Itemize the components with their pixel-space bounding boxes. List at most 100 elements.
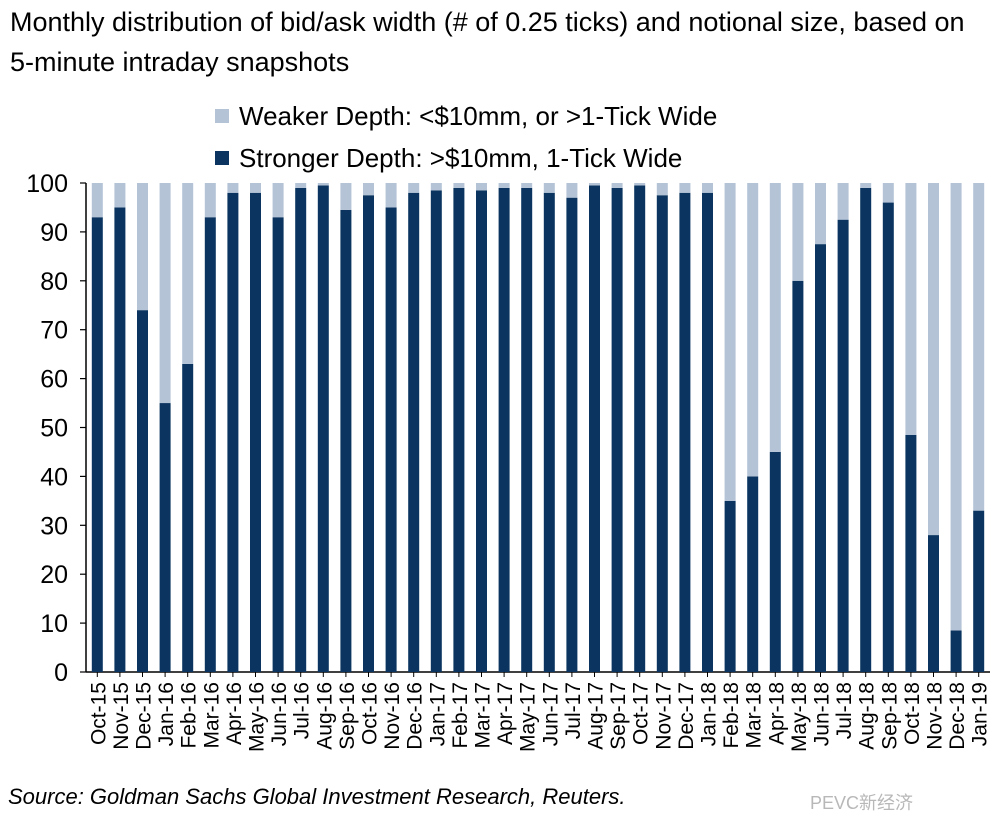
bar-weaker bbox=[905, 183, 917, 435]
bar-weaker bbox=[91, 183, 103, 218]
x-tick-label: Apr-17 bbox=[494, 682, 517, 745]
bar-stronger bbox=[137, 310, 148, 672]
x-tick-label: Jun-17 bbox=[539, 682, 562, 746]
x-tick-label: Jun-16 bbox=[268, 682, 291, 746]
legend-swatch-weaker bbox=[215, 109, 229, 123]
bar-stronger bbox=[408, 192, 420, 672]
bar-stronger bbox=[272, 217, 284, 673]
bar-stronger bbox=[476, 190, 487, 672]
bar-weaker bbox=[860, 183, 872, 188]
y-tick-label: 80 bbox=[40, 268, 68, 296]
bar-stronger bbox=[566, 197, 578, 673]
bar-weaker bbox=[611, 183, 623, 188]
bar-weaker bbox=[928, 183, 939, 536]
watermark-text: PEVC新经济 bbox=[810, 793, 914, 813]
bar-weaker bbox=[159, 183, 171, 404]
x-tick-label: May-18 bbox=[788, 682, 811, 752]
x-tick-label: Aug-18 bbox=[856, 682, 879, 750]
x-tick-label: Oct-17 bbox=[630, 682, 653, 745]
x-tick-label: May-17 bbox=[517, 682, 540, 752]
x-tick-label: Dec-18 bbox=[946, 682, 969, 750]
bar-stronger bbox=[543, 192, 555, 672]
bar-stronger bbox=[363, 195, 374, 672]
bar-stronger bbox=[747, 476, 759, 672]
bar-stronger bbox=[656, 195, 668, 672]
bar-weaker bbox=[363, 183, 374, 196]
y-tick-label: 0 bbox=[54, 659, 68, 687]
bar-weaker bbox=[317, 183, 329, 186]
y-tick-label: 50 bbox=[40, 415, 68, 443]
bar-weaker bbox=[385, 183, 397, 208]
x-tick-label: Aug-16 bbox=[313, 682, 336, 750]
legend-label-stronger: Stronger Depth: >$10mm, 1-Tick Wide bbox=[239, 142, 683, 173]
bar-weaker bbox=[430, 183, 442, 191]
bar-weaker bbox=[227, 183, 239, 193]
bar-stronger bbox=[91, 217, 103, 673]
bar-stronger bbox=[498, 187, 510, 672]
bar-stronger bbox=[679, 192, 691, 672]
bar-stronger bbox=[521, 187, 533, 672]
chart-title: Monthly distribution of bid/ask width (#… bbox=[10, 7, 965, 77]
x-tick-label: Dec-15 bbox=[133, 682, 156, 750]
x-tick-label: Jun-18 bbox=[811, 682, 834, 746]
bar-weaker bbox=[815, 183, 826, 245]
bar-weaker bbox=[589, 183, 600, 186]
bar-weaker bbox=[453, 183, 465, 188]
bar-stronger bbox=[724, 500, 736, 672]
x-tick-label: Nov-16 bbox=[381, 682, 404, 750]
bar-weaker bbox=[837, 183, 849, 220]
bar-stronger bbox=[611, 187, 623, 672]
x-tick-label: Jan-19 bbox=[969, 682, 992, 746]
bar-stronger bbox=[973, 510, 985, 672]
bar-stronger bbox=[792, 280, 804, 672]
bar-stronger bbox=[815, 244, 826, 672]
x-tick-label: Feb-18 bbox=[720, 682, 743, 749]
bar-weaker bbox=[792, 183, 804, 281]
bar-weaker bbox=[724, 183, 736, 501]
x-tick-label: Dec-16 bbox=[404, 682, 427, 750]
bar-stronger bbox=[159, 403, 171, 672]
x-tick-label: Feb-16 bbox=[178, 682, 201, 749]
bar-stronger bbox=[702, 192, 713, 672]
x-tick-label: Jul-16 bbox=[291, 682, 314, 739]
bar-weaker bbox=[204, 183, 216, 218]
bar-weaker bbox=[250, 183, 261, 193]
legend-label-weaker: Weaker Depth: <$10mm, or >1-Tick Wide bbox=[239, 100, 718, 131]
y-tick-label: 70 bbox=[40, 317, 68, 345]
bar-weaker bbox=[272, 183, 284, 218]
bar-stronger bbox=[340, 209, 352, 672]
bar-stronger bbox=[837, 219, 849, 673]
bar-weaker bbox=[634, 183, 646, 186]
bar-weaker bbox=[950, 183, 962, 631]
x-tick-label: Mar-16 bbox=[200, 682, 223, 749]
x-tick-label: Nov-15 bbox=[110, 682, 133, 750]
legend-swatch-stronger bbox=[215, 151, 229, 165]
bar-stronger bbox=[860, 187, 872, 672]
bar-stronger bbox=[453, 187, 465, 672]
legend-item-stronger: Stronger Depth: >$10mm, 1-Tick Wide bbox=[215, 137, 717, 179]
bar-stronger bbox=[950, 630, 962, 672]
bar-weaker bbox=[656, 183, 668, 196]
bar-weaker bbox=[702, 183, 713, 193]
bar-stronger bbox=[114, 207, 126, 672]
x-tick-label: Jan-18 bbox=[698, 682, 721, 746]
bar-stronger bbox=[634, 185, 646, 672]
x-tick-label: Nov-17 bbox=[652, 682, 675, 750]
x-tick-label: Apr-18 bbox=[765, 682, 788, 745]
bar-weaker bbox=[182, 183, 194, 364]
bar-stronger bbox=[317, 185, 329, 672]
bar-weaker bbox=[566, 183, 578, 198]
x-tick-label: Nov-18 bbox=[924, 682, 947, 750]
bar-stronger bbox=[204, 217, 216, 673]
y-tick-label: 20 bbox=[40, 561, 68, 589]
bar-stronger bbox=[250, 192, 261, 672]
x-tick-label: Jan-16 bbox=[155, 682, 178, 746]
x-tick-label: Feb-17 bbox=[449, 682, 472, 749]
bar-weaker bbox=[137, 183, 148, 311]
bar-weaker bbox=[973, 183, 985, 511]
x-tick-label: Oct-16 bbox=[359, 682, 382, 745]
y-tick-label: 40 bbox=[40, 463, 68, 491]
bar-weaker bbox=[476, 183, 487, 191]
y-tick-label: 30 bbox=[40, 512, 68, 540]
